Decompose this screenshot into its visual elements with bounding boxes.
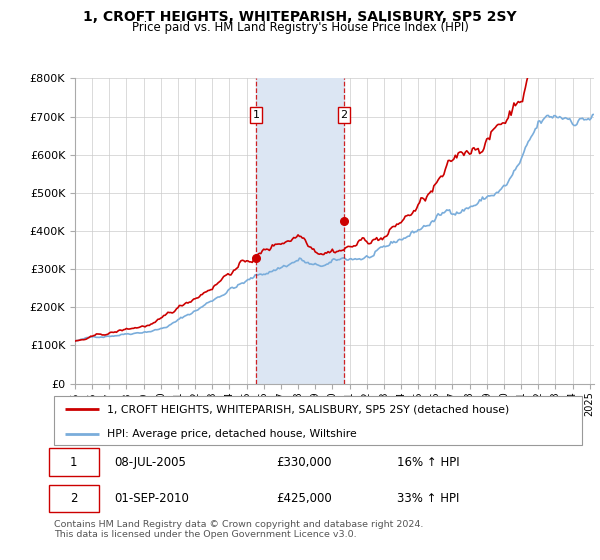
Text: 1, CROFT HEIGHTS, WHITEPARISH, SALISBURY, SP5 2SY (detached house): 1, CROFT HEIGHTS, WHITEPARISH, SALISBURY…: [107, 404, 509, 414]
FancyBboxPatch shape: [49, 485, 99, 512]
Bar: [256, 78, 344, 384]
Text: £330,000: £330,000: [276, 456, 331, 469]
Text: 1, CROFT HEIGHTS, WHITEPARISH, SALISBURY, SP5 2SY: 1, CROFT HEIGHTS, WHITEPARISH, SALISBURY…: [83, 10, 517, 24]
Text: 08-JUL-2005: 08-JUL-2005: [115, 456, 187, 469]
Text: 01-SEP-2010: 01-SEP-2010: [115, 492, 190, 505]
Text: 33% ↑ HPI: 33% ↑ HPI: [397, 492, 460, 505]
Text: 1: 1: [70, 456, 77, 469]
FancyBboxPatch shape: [54, 396, 582, 445]
Text: 16% ↑ HPI: 16% ↑ HPI: [397, 456, 460, 469]
Text: Price paid vs. HM Land Registry's House Price Index (HPI): Price paid vs. HM Land Registry's House …: [131, 21, 469, 34]
Text: Contains HM Land Registry data © Crown copyright and database right 2024.
This d: Contains HM Land Registry data © Crown c…: [54, 520, 424, 539]
Text: HPI: Average price, detached house, Wiltshire: HPI: Average price, detached house, Wilt…: [107, 430, 356, 440]
FancyBboxPatch shape: [49, 449, 99, 476]
Text: £425,000: £425,000: [276, 492, 332, 505]
Text: 2: 2: [70, 492, 77, 505]
Text: 2: 2: [340, 110, 347, 120]
Text: 1: 1: [253, 110, 259, 120]
